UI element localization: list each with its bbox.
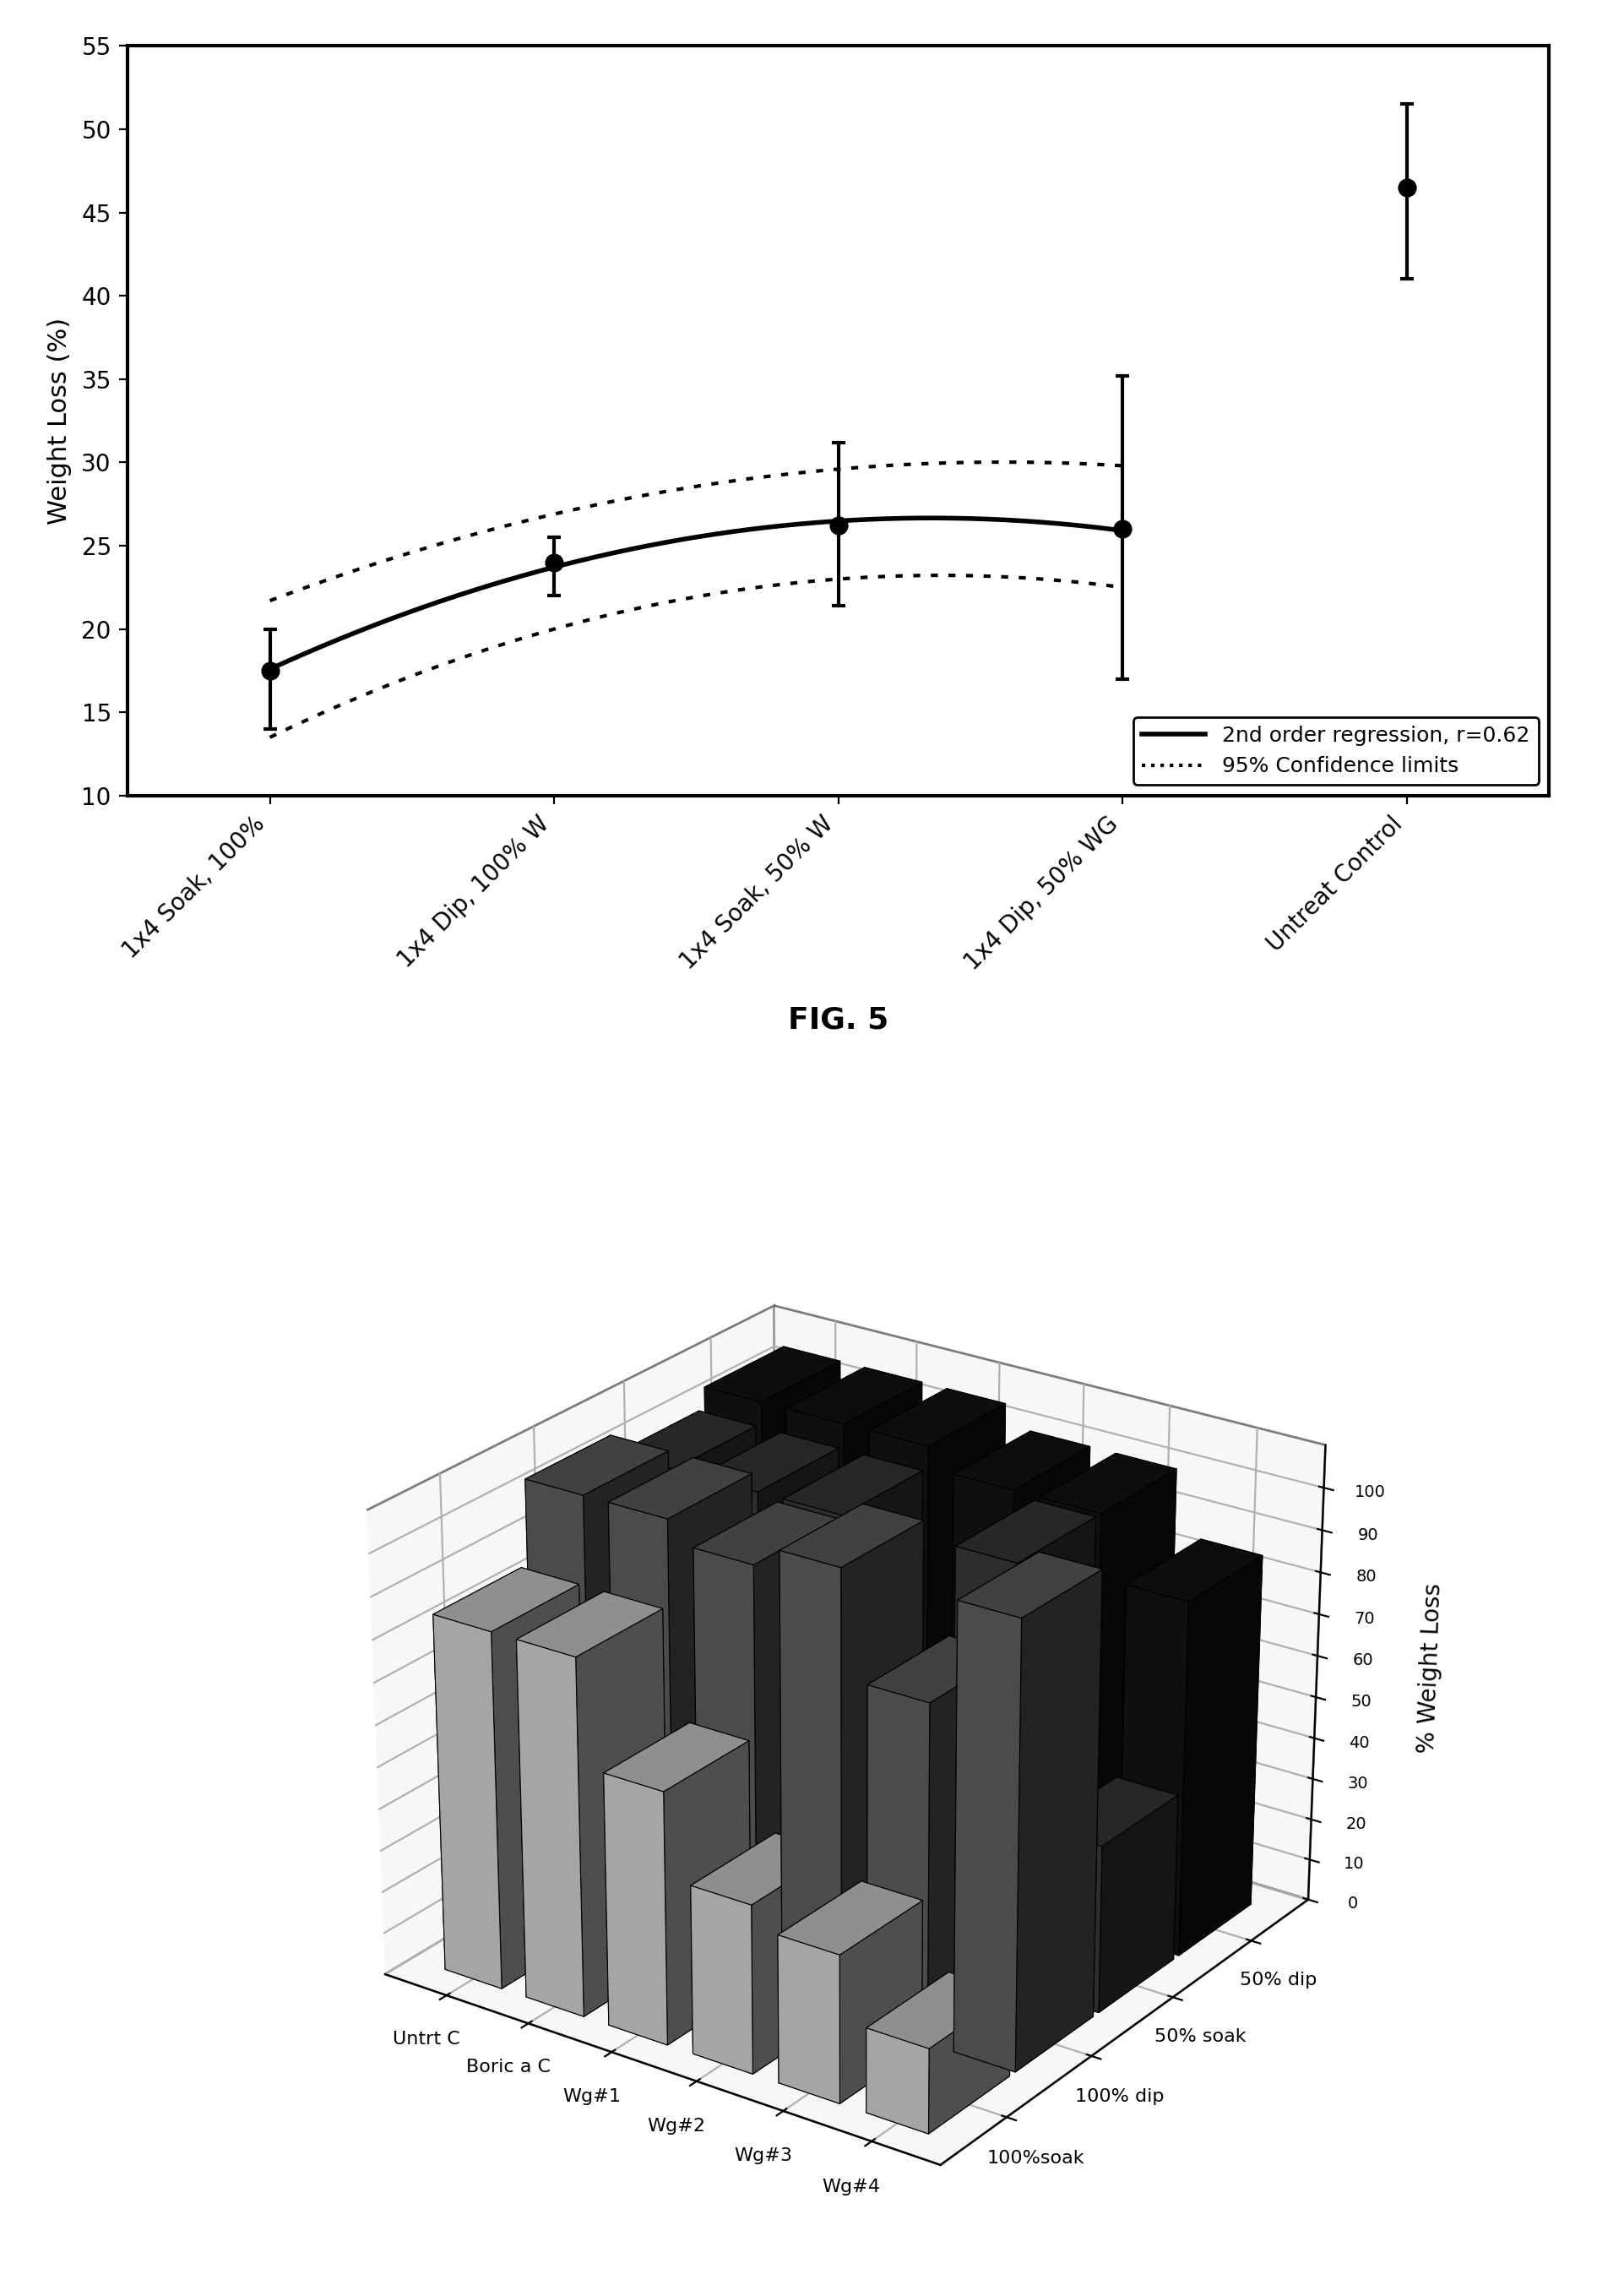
Legend: 2nd order regression, r=0.62, 95% Confidence limits: 2nd order regression, r=0.62, 95% Confid… xyxy=(1134,716,1538,785)
Y-axis label: Weight Loss (%): Weight Loss (%) xyxy=(48,317,72,523)
Text: FIG. 5: FIG. 5 xyxy=(787,1006,890,1033)
